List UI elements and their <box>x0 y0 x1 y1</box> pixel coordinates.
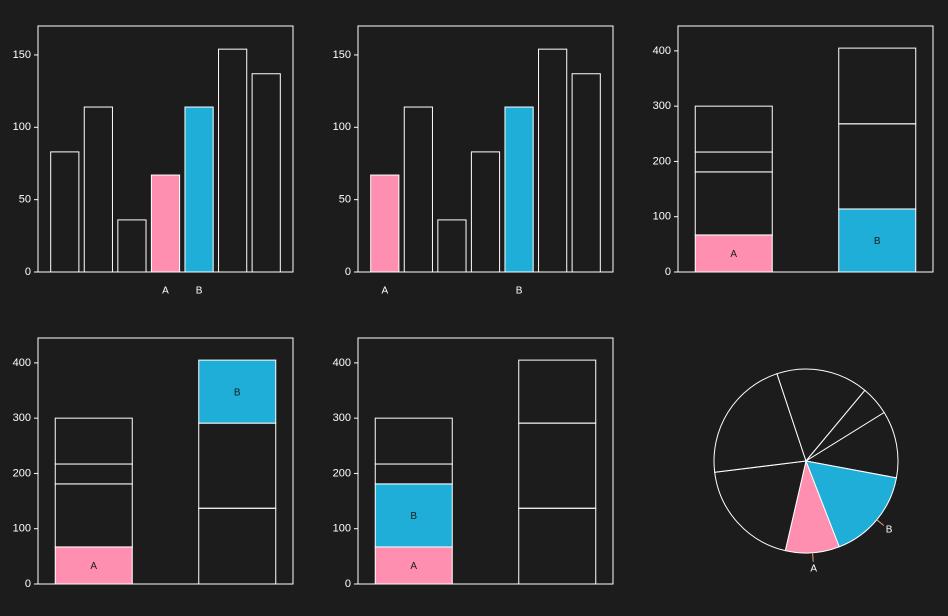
bar-mark-label: A <box>162 286 169 297</box>
bar-mark-label: B <box>516 286 523 297</box>
bar <box>50 151 80 273</box>
axes-frame <box>677 25 934 273</box>
y-tick-label: 150 <box>13 49 31 61</box>
pie-leader-line <box>876 519 885 526</box>
bar <box>437 219 467 273</box>
y-tick-label: 0 <box>25 266 31 278</box>
y-tick-label: 100 <box>653 211 671 223</box>
bar <box>117 219 147 273</box>
bar-mark-label: B <box>196 286 203 297</box>
bar <box>504 106 534 273</box>
y-tick-label: 200 <box>13 467 31 479</box>
bar <box>251 73 281 273</box>
pie-slice <box>805 460 898 548</box>
segment-mark-label: A <box>410 561 417 572</box>
bar <box>470 151 501 273</box>
pie-mark-label: B <box>886 525 893 536</box>
bar <box>184 106 214 273</box>
bar-chart-2: 0 50 100 150 A B <box>333 25 614 297</box>
bar <box>403 106 433 273</box>
y-tick-label: 300 <box>333 412 351 424</box>
y-tick-label: 100 <box>333 121 351 133</box>
segment-mark-label: B <box>234 387 241 398</box>
segment-mark-label: B <box>410 511 417 522</box>
stack-segment <box>838 208 917 273</box>
y-tick-label: 0 <box>25 578 31 590</box>
y-tick-label: 300 <box>653 100 671 112</box>
stack-segment <box>374 546 453 585</box>
pie-slice <box>713 373 807 473</box>
pie-mark-label: A <box>810 563 817 574</box>
axes-frame <box>37 337 294 585</box>
y-tick-label: 400 <box>13 357 31 369</box>
segment-mark-label: A <box>90 561 97 572</box>
stack-segment <box>374 417 453 465</box>
y-tick-label: 50 <box>19 194 31 206</box>
stack-segment <box>374 483 453 548</box>
pie-slice <box>714 460 807 552</box>
y-tick-label: 0 <box>665 266 671 278</box>
stack-segment <box>694 105 773 153</box>
segment-mark-label: B <box>874 236 881 247</box>
stack-segment <box>518 359 597 424</box>
stacked-bar-chart-2: 0 100 200 300 400 A B <box>13 337 294 590</box>
segment-mark-label: A <box>730 249 737 260</box>
bar <box>538 48 568 273</box>
y-tick-label: 50 <box>339 194 351 206</box>
bar <box>370 174 400 273</box>
axes-frame <box>357 337 614 585</box>
stacked-bar-chart-3: 0 100 200 300 400 A B <box>333 337 614 590</box>
bar <box>150 174 181 273</box>
stack-segment <box>54 417 133 465</box>
pie-chart: AB <box>713 368 899 574</box>
stacked-bar-chart-1: 0 100 200 300 400 A B <box>653 25 934 278</box>
bar <box>83 106 113 273</box>
stack-segment <box>694 234 773 273</box>
pie-slice <box>804 411 899 479</box>
y-tick-label: 400 <box>333 357 351 369</box>
y-tick-label: 300 <box>13 412 31 424</box>
bar-mark-label: A <box>381 286 388 297</box>
bar <box>571 73 601 273</box>
y-tick-label: 200 <box>653 155 671 167</box>
bar-chart-1: 0 50 100 150 A B <box>13 25 294 297</box>
y-tick-label: 0 <box>345 578 351 590</box>
bar <box>218 48 248 273</box>
y-tick-label: 100 <box>13 523 31 535</box>
y-tick-label: 400 <box>653 45 671 57</box>
pie-leader-line <box>812 552 814 562</box>
y-tick-label: 100 <box>333 523 351 535</box>
pie-slice <box>776 368 866 463</box>
stack-segment <box>838 47 917 125</box>
y-tick-label: 200 <box>333 467 351 479</box>
y-tick-label: 0 <box>345 266 351 278</box>
y-tick-label: 100 <box>13 121 31 133</box>
stack-segment <box>198 359 277 424</box>
y-tick-label: 150 <box>333 49 351 61</box>
